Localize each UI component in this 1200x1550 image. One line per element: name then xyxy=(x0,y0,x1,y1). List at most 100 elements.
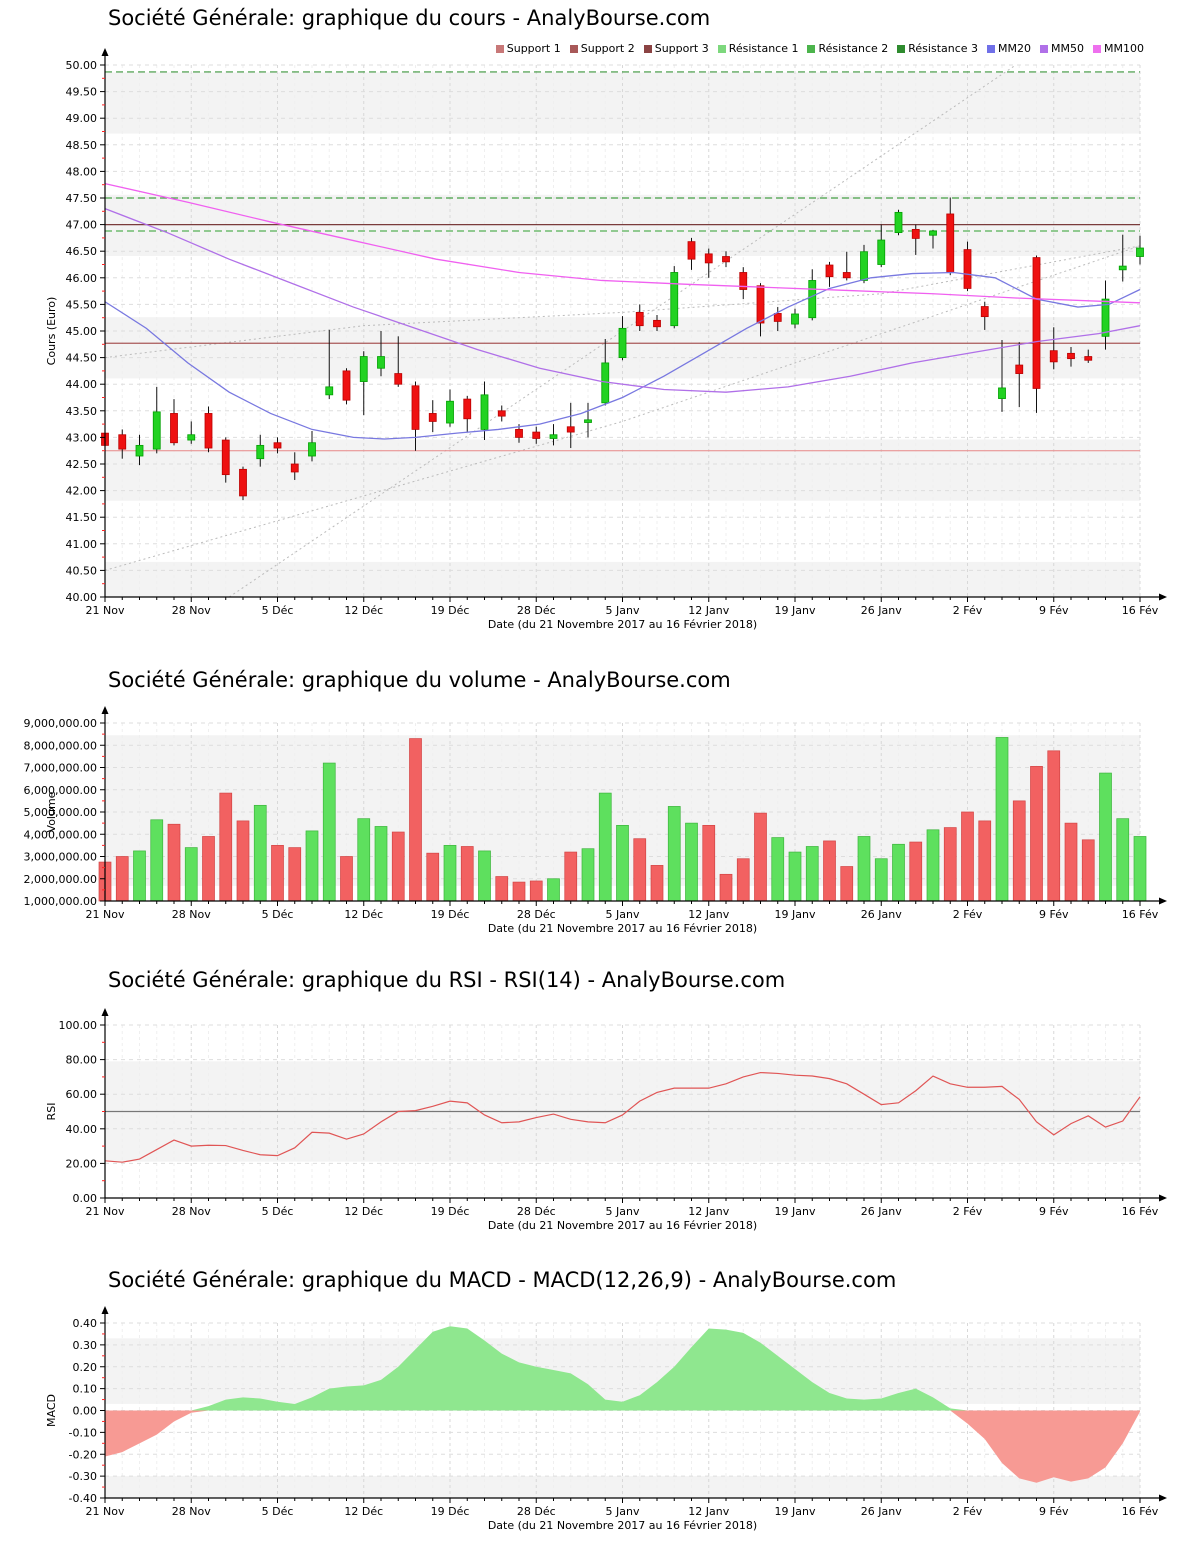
price-chart-title: Société Générale: graphique du cours - A… xyxy=(108,6,711,30)
svg-text:26 Janv: 26 Janv xyxy=(861,908,902,921)
macd-negative-area xyxy=(105,1410,1140,1483)
volume-bar xyxy=(1099,772,1112,902)
mm100-line xyxy=(104,183,1141,304)
volume-bar xyxy=(512,881,526,902)
candle xyxy=(704,253,713,264)
candle xyxy=(204,413,213,449)
candle xyxy=(118,434,127,450)
legend-item: MM50 xyxy=(1040,42,1084,55)
price-plot xyxy=(101,64,1144,598)
svg-text:0.00: 0.00 xyxy=(73,1192,98,1205)
svg-text:12 Janv: 12 Janv xyxy=(688,604,729,617)
candle xyxy=(687,241,696,260)
volume-bar xyxy=(529,880,543,902)
volume-bar xyxy=(564,851,578,902)
volume-bar xyxy=(1133,836,1147,902)
candle xyxy=(1015,364,1024,374)
volume-bar xyxy=(443,845,457,902)
candle xyxy=(825,264,834,278)
svg-text:5 Janv: 5 Janv xyxy=(606,604,640,617)
svg-text:RSI: RSI xyxy=(45,1103,58,1121)
svg-text:40.00: 40.00 xyxy=(66,591,98,604)
candle xyxy=(497,410,506,417)
candle xyxy=(549,434,558,439)
candle xyxy=(756,285,765,324)
volume-bar xyxy=(1047,750,1061,902)
candle xyxy=(325,386,334,396)
svg-text:16 Fév: 16 Fév xyxy=(1122,908,1159,921)
svg-text:0.40: 0.40 xyxy=(73,1317,98,1330)
rsi-chart-title: Société Générale: graphique du RSI - RSI… xyxy=(108,968,786,992)
svg-text:Date (du 21 Novembre 2017 au 1: Date (du 21 Novembre 2017 au 16 Février … xyxy=(488,1519,757,1532)
svg-text:5 Déc: 5 Déc xyxy=(262,1505,294,1518)
candle xyxy=(1084,356,1093,361)
candle xyxy=(273,442,282,449)
candle xyxy=(722,256,730,263)
legend-swatch xyxy=(897,44,906,53)
volume-bar xyxy=(736,858,750,902)
volume-bar xyxy=(184,847,198,902)
legend-item: MM100 xyxy=(1093,42,1144,55)
legend-swatch xyxy=(495,44,504,53)
candle xyxy=(411,385,420,430)
svg-text:0.20: 0.20 xyxy=(73,1361,98,1374)
svg-text:2 Fév: 2 Fév xyxy=(953,604,983,617)
svg-text:60.00: 60.00 xyxy=(66,1088,98,1101)
candle xyxy=(963,249,972,289)
svg-text:42.00: 42.00 xyxy=(66,485,98,498)
svg-text:26 Janv: 26 Janv xyxy=(861,604,902,617)
volume-chart-title: Société Générale: graphique du volume - … xyxy=(108,668,731,692)
svg-text:2,000,000.00: 2,000,000.00 xyxy=(24,873,97,886)
svg-text:8,000,000.00: 8,000,000.00 xyxy=(24,739,97,752)
volume-bar xyxy=(409,738,422,902)
svg-text:12 Janv: 12 Janv xyxy=(688,1505,729,1518)
svg-text:19 Déc: 19 Déc xyxy=(431,604,470,617)
candle xyxy=(1101,298,1110,337)
svg-text:19 Janv: 19 Janv xyxy=(775,1205,816,1218)
volume-bar xyxy=(840,866,854,902)
svg-text:47.00: 47.00 xyxy=(66,219,98,232)
legend-item: Support 3 xyxy=(643,42,709,55)
candle xyxy=(980,306,989,318)
candle xyxy=(653,319,661,328)
volume-bar xyxy=(874,858,888,902)
volume-bar xyxy=(495,876,509,902)
candle xyxy=(1067,352,1075,360)
svg-text:40.00: 40.00 xyxy=(66,1123,98,1136)
svg-text:9 Fév: 9 Fév xyxy=(1039,908,1069,921)
candle xyxy=(929,230,937,236)
svg-text:20.00: 20.00 xyxy=(66,1157,98,1170)
macd-plot xyxy=(104,1322,1141,1498)
svg-text:0.10: 0.10 xyxy=(73,1383,98,1396)
svg-text:46.50: 46.50 xyxy=(66,245,98,258)
svg-text:4,000,000.00: 4,000,000.00 xyxy=(24,828,97,841)
candle xyxy=(187,434,196,441)
volume-bar xyxy=(788,851,802,902)
volume-bar xyxy=(633,838,647,902)
candle xyxy=(256,444,265,460)
svg-text:5 Déc: 5 Déc xyxy=(262,604,294,617)
candle xyxy=(308,442,316,457)
legend-swatch xyxy=(1093,44,1102,53)
candle xyxy=(515,429,523,438)
volume-bar xyxy=(1012,800,1026,902)
volume-bar xyxy=(702,824,716,902)
svg-text:49.50: 49.50 xyxy=(66,86,98,99)
legend-swatch xyxy=(569,44,578,53)
candle xyxy=(152,411,161,450)
volume-bar xyxy=(547,878,560,902)
candle xyxy=(342,370,351,401)
candle xyxy=(894,211,903,233)
channel-steep xyxy=(228,64,1017,598)
legend-swatch xyxy=(717,44,726,53)
candle xyxy=(135,444,144,457)
svg-text:46.00: 46.00 xyxy=(66,272,98,285)
svg-text:3,000,000.00: 3,000,000.00 xyxy=(24,851,97,864)
legend-item: Résistance 3 xyxy=(897,42,978,55)
candle xyxy=(239,468,247,497)
volume-bar xyxy=(253,804,267,902)
svg-text:12 Déc: 12 Déc xyxy=(344,604,383,617)
svg-text:Date (du 21 Novembre 2017 au 1: Date (du 21 Novembre 2017 au 16 Février … xyxy=(488,1219,757,1232)
